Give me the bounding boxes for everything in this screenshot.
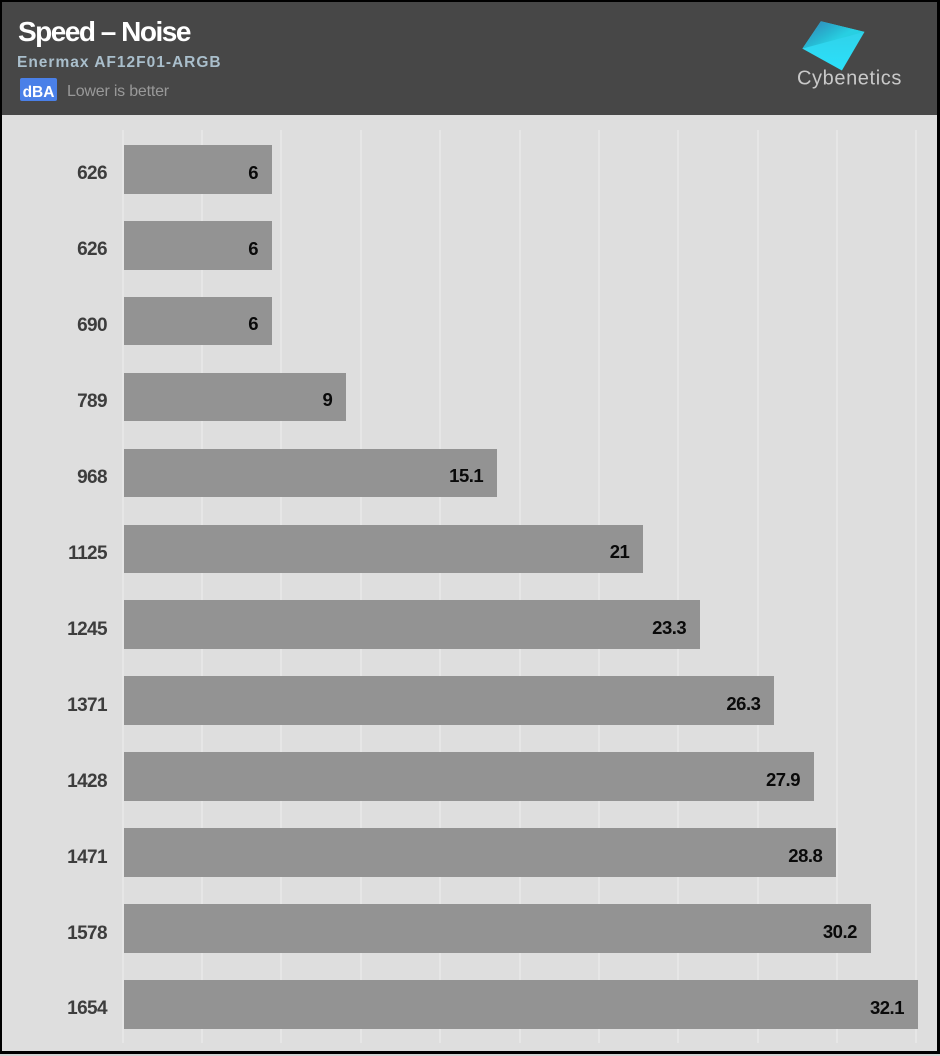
svg-text:Cybenetics: Cybenetics [797, 68, 902, 90]
